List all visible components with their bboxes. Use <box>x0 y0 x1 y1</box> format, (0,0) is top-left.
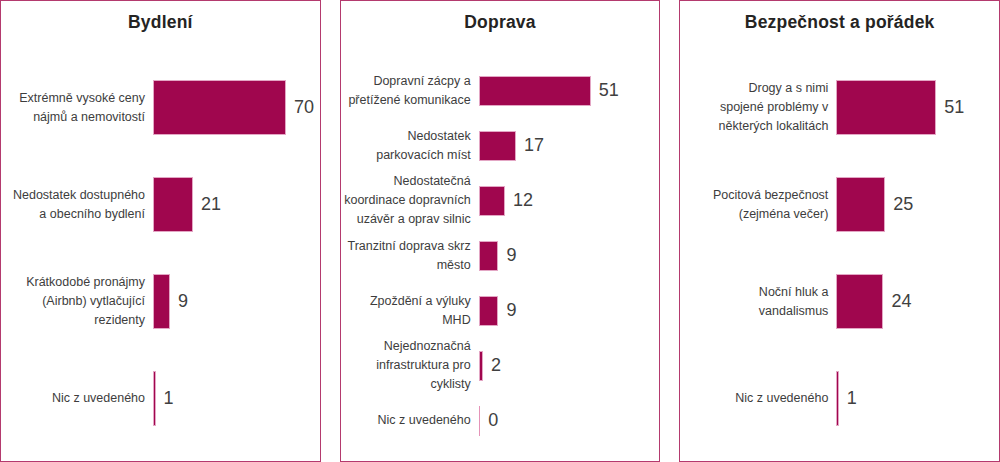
value-label: 9 <box>506 245 516 266</box>
bar[interactable] <box>479 131 516 161</box>
value-label: 24 <box>891 291 911 312</box>
bar-row: Tranzitní doprava skrz město 9 <box>341 228 660 283</box>
bar-rows: Extrémně vysoké ceny nájmů a nemovitostí… <box>1 59 320 447</box>
value-label: 51 <box>944 97 964 118</box>
bar-row: Dopravní zácpy a přetížené komunikace 51 <box>341 63 660 118</box>
bar-zone: 25 <box>836 177 913 232</box>
category-label: Drogy a s nimi spojené problémy v někter… <box>680 79 828 136</box>
bar[interactable] <box>153 274 170 329</box>
bar[interactable] <box>479 296 499 326</box>
bar-row: Nic z uvedeného 1 <box>1 350 320 447</box>
value-label: 9 <box>178 291 188 312</box>
bar-zone: 1 <box>153 371 174 426</box>
bar[interactable] <box>479 241 499 271</box>
bar-row: Nedostatek dostupného a obecního bydlení… <box>1 156 320 253</box>
bar-zone: 21 <box>153 177 221 232</box>
bar-row: Nic z uvedeného 1 <box>680 350 999 447</box>
bar-zone: 12 <box>479 186 533 216</box>
chart-title-bezpecnost: Bezpečnost a pořádek <box>680 12 999 33</box>
bar[interactable] <box>836 177 885 232</box>
value-label: 25 <box>893 194 913 215</box>
category-label: Noční hluk a vandalismus <box>680 283 828 321</box>
bar-row: Pocitová bezpečnost (zejména večer) 25 <box>680 156 999 253</box>
value-label: 17 <box>524 135 544 156</box>
value-label: 70 <box>294 97 314 118</box>
value-label: 51 <box>599 80 619 101</box>
bar-zone: 9 <box>479 296 517 326</box>
bar-rows: Drogy a s nimi spojené problémy v někter… <box>680 59 999 447</box>
category-label: Nedostatečná koordinace dopravních uzávě… <box>341 172 471 229</box>
panel-bezpecnost: Bezpečnost a pořádek Drogy a s nimi spoj… <box>679 0 1000 462</box>
bar-zone: 9 <box>479 241 517 271</box>
bar-row: Noční hluk a vandalismus 24 <box>680 253 999 350</box>
chart-title-bydleni: Bydlení <box>1 12 320 33</box>
bar-zone: 1 <box>836 371 857 426</box>
category-label: Nejednoznačná infrastruktura pro cyklist… <box>341 337 471 394</box>
bar-zone: 0 <box>479 406 499 436</box>
category-label: Krátkodobé pronájmy (Airbnb) vytlačující… <box>1 273 145 330</box>
bar[interactable] <box>153 371 156 426</box>
panel-bydleni: Bydlení Extrémně vysoké ceny nájmů a nem… <box>0 0 321 462</box>
bar-zone: 24 <box>836 274 911 329</box>
panel-doprava: Doprava Dopravní zácpy a přetížené komun… <box>340 0 661 462</box>
bar[interactable] <box>153 80 286 135</box>
bar-row: Zpoždění a výluky MHD 9 <box>341 283 660 338</box>
bar[interactable] <box>153 177 193 232</box>
chart-title-doprava: Doprava <box>341 12 660 33</box>
category-label: Dopravní zácpy a přetížené komunikace <box>341 72 471 110</box>
category-label: Nic z uvedeného <box>1 389 145 408</box>
survey-dashboard: Bydlení Extrémně vysoké ceny nájmů a nem… <box>0 0 1000 462</box>
bar-zone: 70 <box>153 80 314 135</box>
bar-row: Extrémně vysoké ceny nájmů a nemovitostí… <box>1 59 320 156</box>
value-label: 21 <box>201 194 221 215</box>
bar[interactable] <box>479 406 481 436</box>
category-label: Nic z uvedeného <box>680 389 828 408</box>
category-label: Tranzitní doprava skrz město <box>341 237 471 275</box>
category-label: Nedostatek dostupného a obecního bydlení <box>1 186 145 224</box>
bar-row: Drogy a s nimi spojené problémy v někter… <box>680 59 999 156</box>
bar-rows: Dopravní zácpy a přetížené komunikace 51 N… <box>341 63 660 448</box>
category-label: Pocitová bezpečnost (zejména večer) <box>680 186 828 224</box>
bar-row: Krátkodobé pronájmy (Airbnb) vytlačující… <box>1 253 320 350</box>
value-label: 1 <box>164 388 174 409</box>
value-label: 2 <box>491 355 501 376</box>
bar[interactable] <box>836 274 883 329</box>
bar-row: Nedostatek parkovacích míst 17 <box>341 118 660 173</box>
bar-row: Nedostatečná koordinace dopravních uzávě… <box>341 173 660 228</box>
bar[interactable] <box>836 80 936 135</box>
bar[interactable] <box>479 186 505 216</box>
bar[interactable] <box>836 371 839 426</box>
bar[interactable] <box>479 76 591 106</box>
value-label: 12 <box>513 190 533 211</box>
bar-row: Nic z uvedeného 0 <box>341 393 660 448</box>
bar-zone: 51 <box>479 76 619 106</box>
value-label: 9 <box>506 300 516 321</box>
bar-zone: 17 <box>479 131 544 161</box>
bar-zone: 2 <box>479 351 501 381</box>
bar-zone: 51 <box>836 80 964 135</box>
bar-zone: 9 <box>153 274 188 329</box>
category-label: Zpoždění a výluky MHD <box>341 292 471 330</box>
value-label: 1 <box>847 388 857 409</box>
bar-row: Nejednoznačná infrastruktura pro cyklist… <box>341 338 660 393</box>
value-label: 0 <box>488 410 498 431</box>
category-label: Extrémně vysoké ceny nájmů a nemovitostí <box>1 89 145 127</box>
category-label: Nic z uvedeného <box>341 411 471 430</box>
category-label: Nedostatek parkovacích míst <box>341 127 471 165</box>
bar[interactable] <box>479 351 483 381</box>
